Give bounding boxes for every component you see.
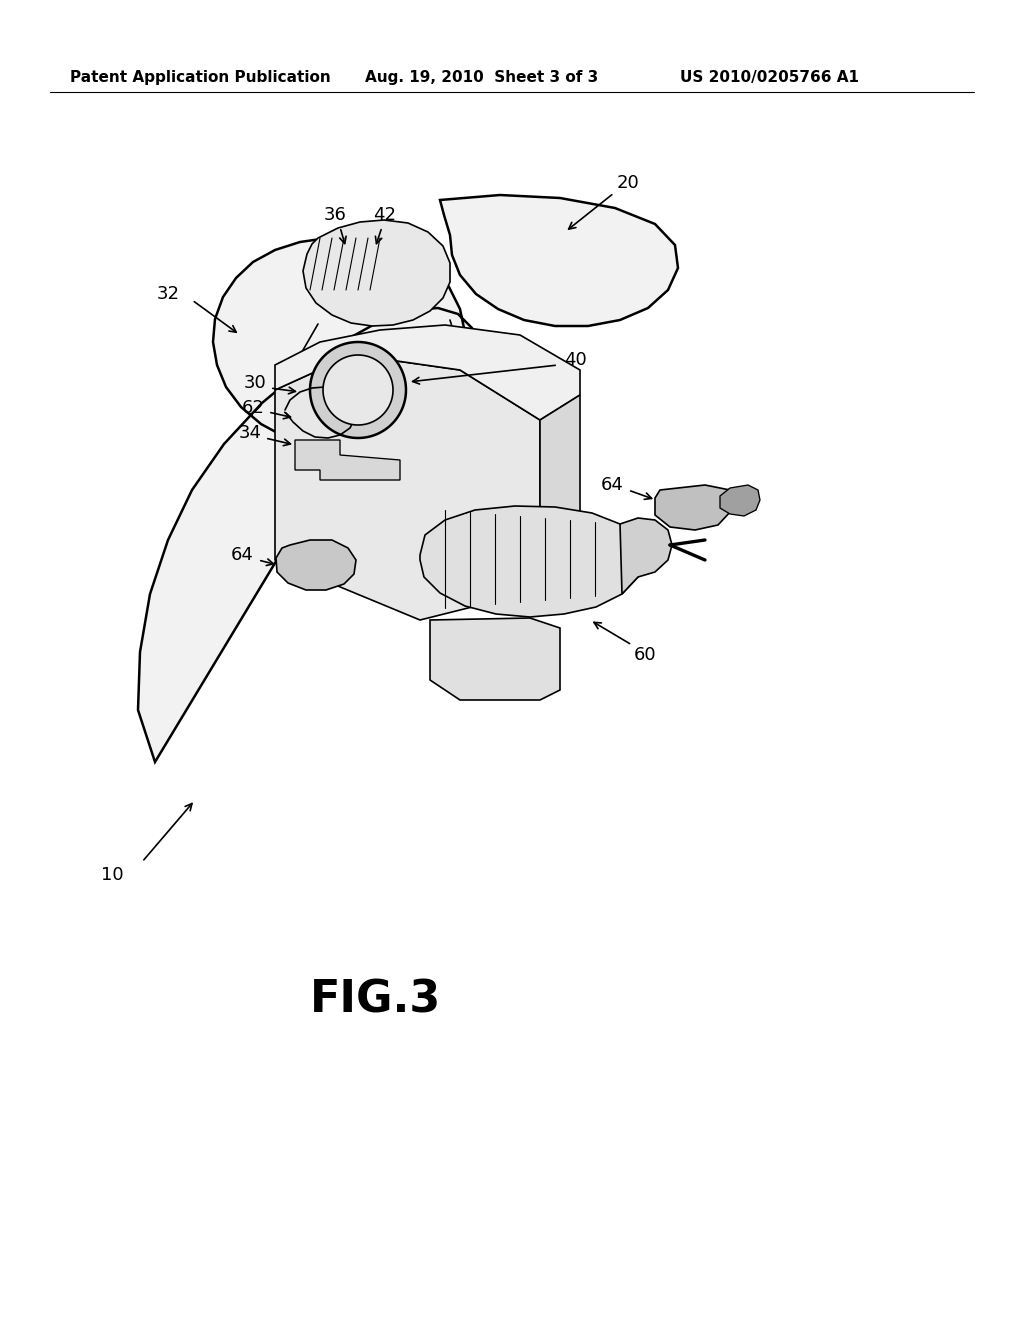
Polygon shape [430, 618, 560, 700]
Polygon shape [138, 238, 478, 762]
Polygon shape [275, 360, 540, 620]
Text: FIG.3: FIG.3 [309, 978, 440, 1022]
Text: Aug. 19, 2010  Sheet 3 of 3: Aug. 19, 2010 Sheet 3 of 3 [365, 70, 598, 84]
Text: 20: 20 [616, 174, 639, 191]
Text: 10: 10 [100, 866, 123, 884]
Polygon shape [276, 540, 356, 590]
Polygon shape [655, 484, 732, 531]
Text: US 2010/0205766 A1: US 2010/0205766 A1 [680, 70, 859, 84]
Text: 64: 64 [230, 546, 253, 564]
Text: 42: 42 [374, 206, 396, 224]
Text: Patent Application Publication: Patent Application Publication [70, 70, 331, 84]
Text: 30: 30 [244, 374, 266, 392]
Polygon shape [720, 484, 760, 516]
Polygon shape [620, 517, 672, 594]
Polygon shape [295, 440, 400, 480]
Text: 64: 64 [600, 477, 624, 494]
Polygon shape [303, 220, 450, 326]
Polygon shape [323, 355, 393, 425]
Text: 36: 36 [324, 206, 346, 224]
Polygon shape [440, 195, 678, 326]
Polygon shape [275, 325, 580, 420]
Text: 60: 60 [634, 645, 656, 664]
Polygon shape [310, 342, 406, 438]
Text: 62: 62 [242, 399, 264, 417]
Text: 40: 40 [563, 351, 587, 370]
Polygon shape [420, 506, 642, 616]
Polygon shape [540, 395, 580, 590]
Text: 34: 34 [239, 424, 261, 442]
Text: 32: 32 [157, 285, 179, 304]
